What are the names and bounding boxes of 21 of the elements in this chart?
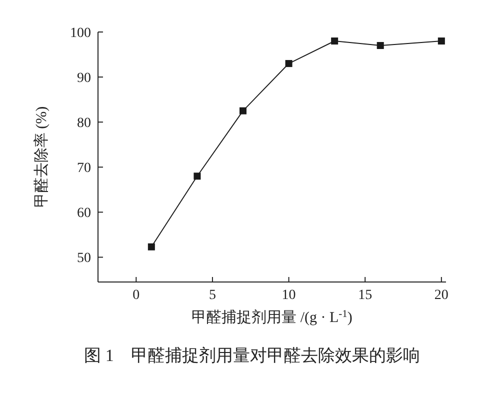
x-axis-title: 甲醛捕捉剂用量 /(g · L$^{-1}$) (192, 308, 352, 326)
text: 图 1 甲醛捕捉剂用量对甲醛去除效果的影响 (83, 345, 421, 367)
x-tick-label: 5 (208, 288, 216, 303)
point (194, 172, 201, 180)
y-axis-title: 甲醛去除率 (%) (33, 106, 50, 208)
y-tick-label: 70 (77, 161, 91, 176)
point (285, 60, 292, 68)
x-tick-label: 10 (282, 288, 296, 303)
y-tick-label: 80 (77, 116, 91, 132)
x-tick-label: 15 (358, 288, 372, 303)
x-tick-label: 20 (434, 288, 448, 303)
y-tick-label: 50 (77, 251, 91, 266)
y-tick-label: 60 (77, 206, 91, 222)
point (331, 38, 338, 45)
point (376, 42, 384, 50)
x-tick-label: 0 (132, 288, 140, 303)
point (148, 243, 155, 250)
point (240, 107, 246, 114)
point (438, 38, 445, 45)
y-tick-label: 90 (77, 71, 91, 86)
y-tick-label: 100 (70, 26, 91, 41)
